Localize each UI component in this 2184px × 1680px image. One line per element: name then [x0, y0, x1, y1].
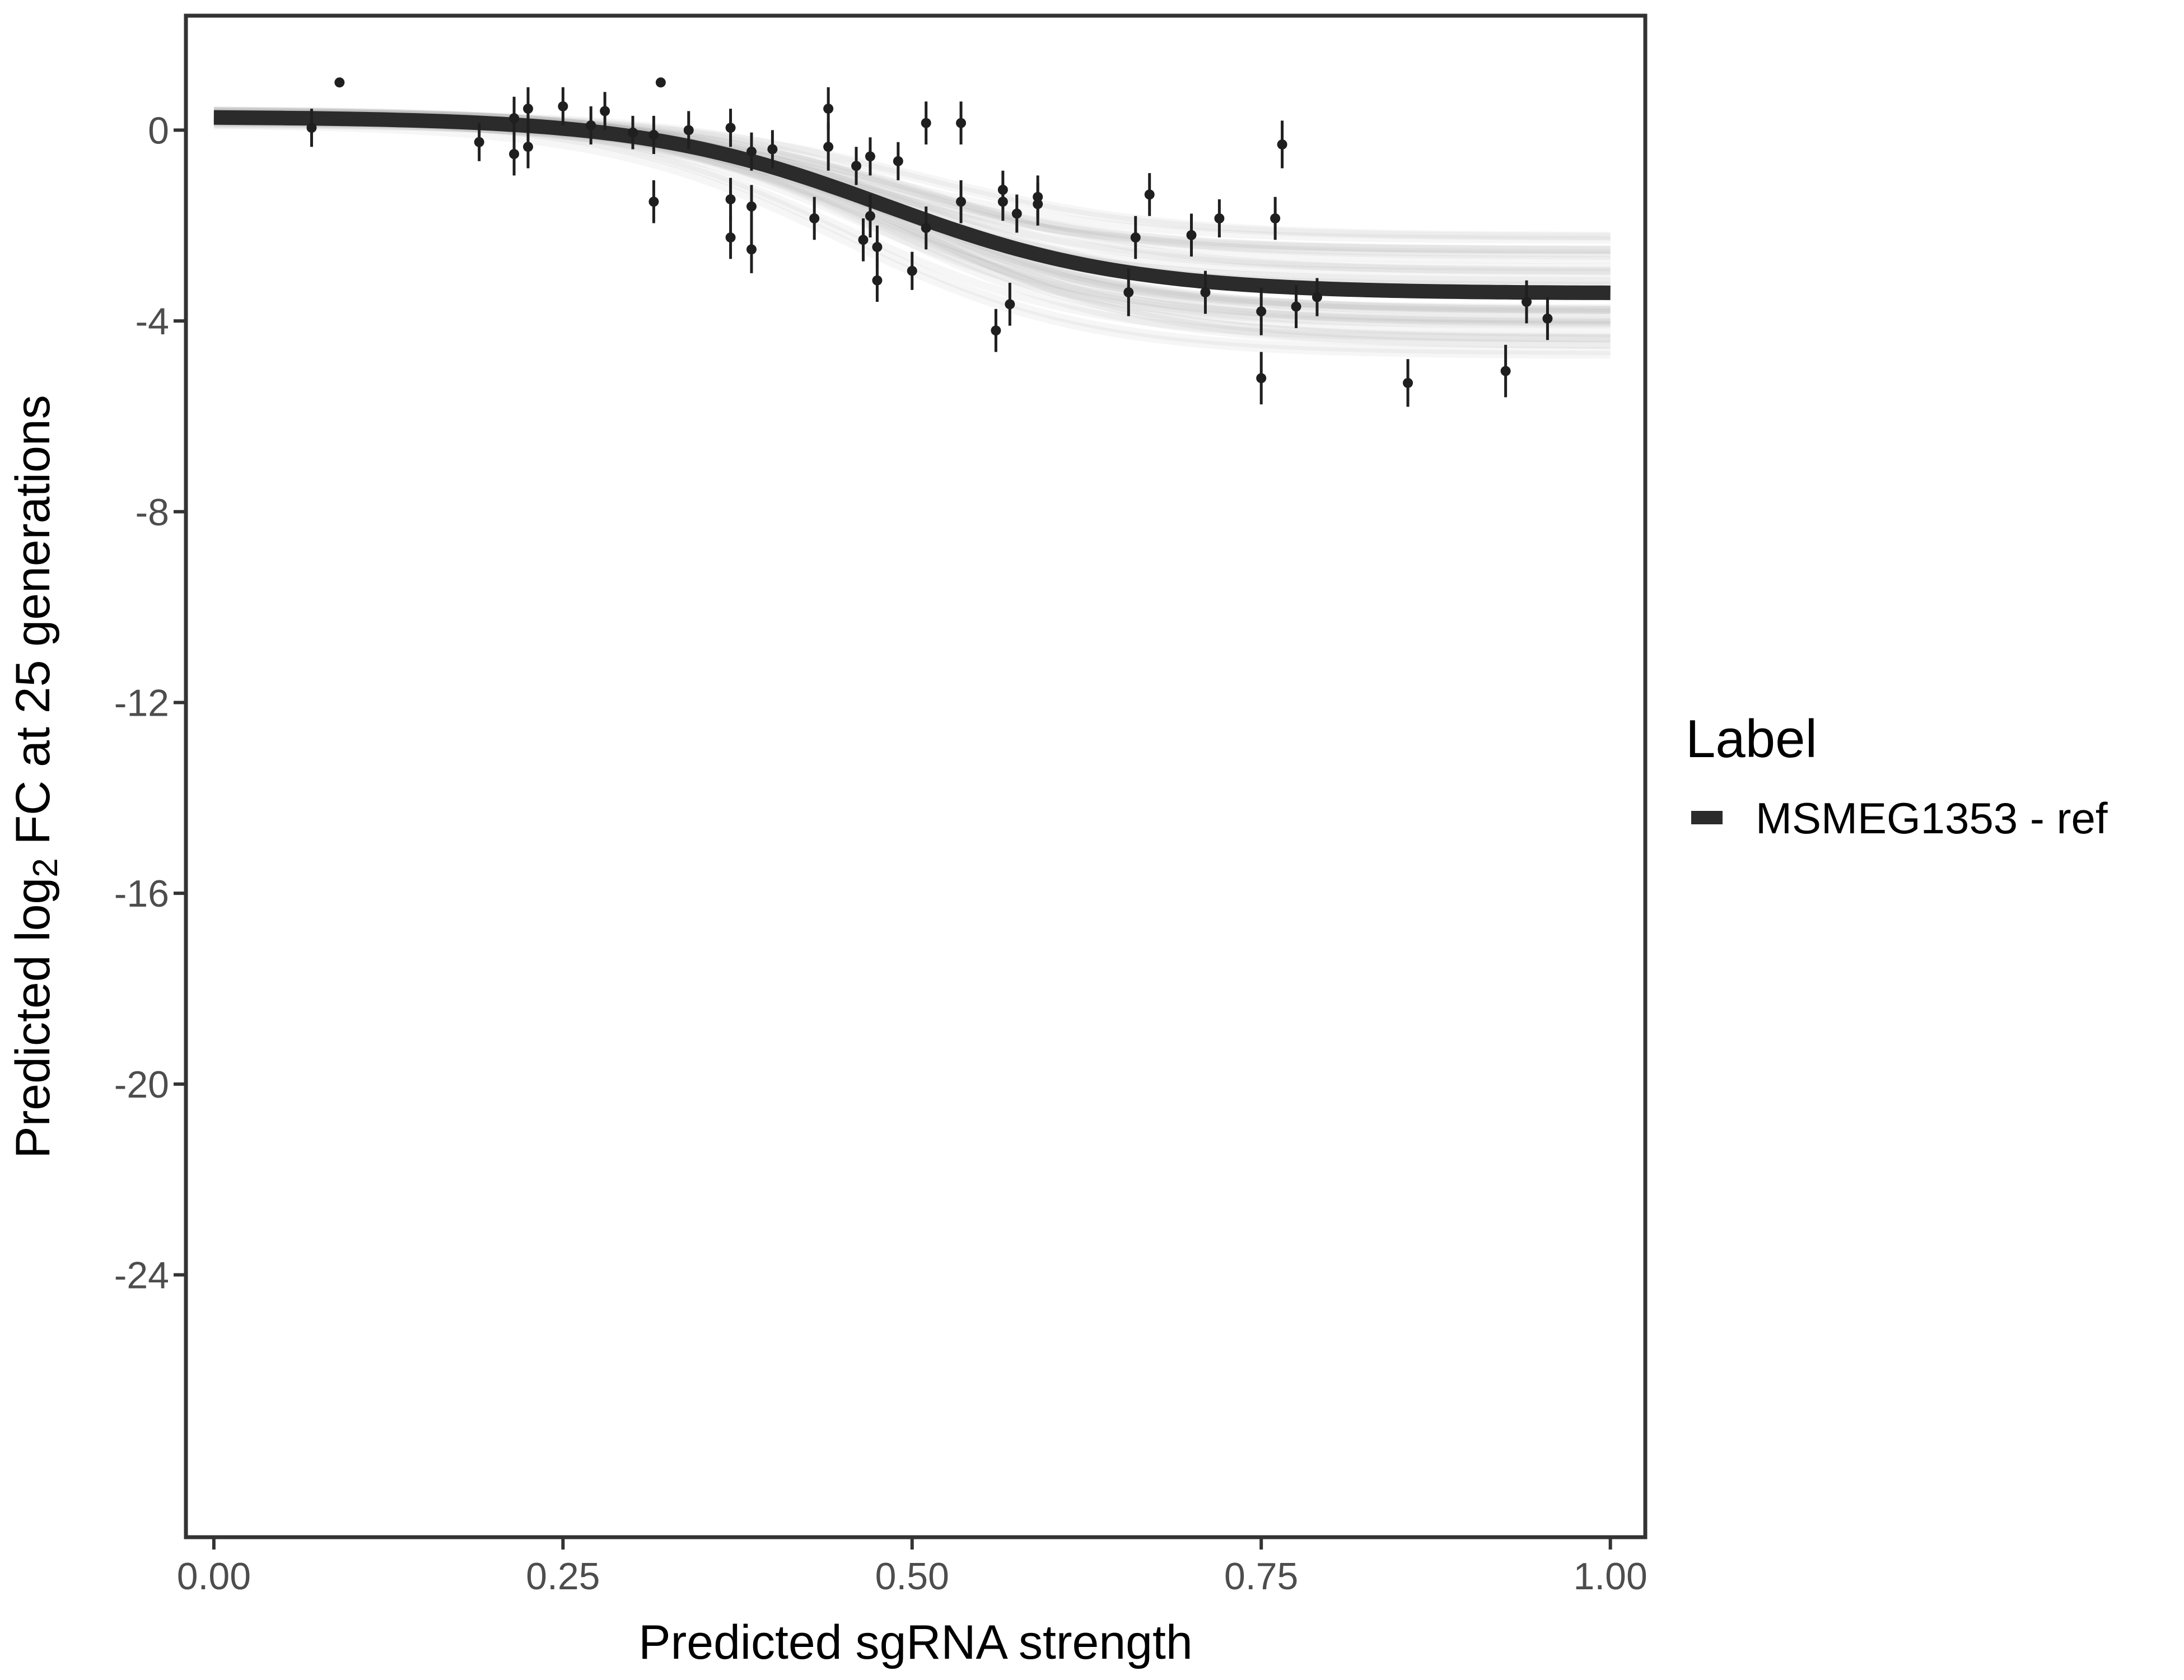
data-point [509, 149, 520, 159]
data-point [725, 194, 736, 204]
data-point [1130, 232, 1141, 243]
y-axis-title: Predicted log2 FC at 25 generations [6, 395, 65, 1159]
data-point [865, 211, 875, 221]
data-point [851, 161, 862, 171]
legend-title: Label [1686, 709, 1817, 769]
data-point [1312, 292, 1322, 302]
data-point [767, 144, 778, 155]
data-point [893, 156, 903, 166]
data-point [921, 118, 931, 128]
data-point [522, 142, 533, 152]
data-point [1200, 287, 1211, 297]
y-tick-label: -24 [114, 1254, 169, 1297]
data-point [907, 265, 917, 276]
y-tick-label: 0 [148, 109, 169, 152]
data-point [725, 232, 736, 243]
data-point [474, 137, 484, 147]
data-point [1522, 297, 1532, 307]
data-point [725, 123, 736, 133]
data-point [865, 151, 875, 162]
data-point [648, 197, 659, 207]
data-point [1270, 213, 1281, 223]
plot-panel-border [184, 13, 1648, 1539]
data-point [1500, 366, 1511, 376]
data-point [1033, 192, 1043, 202]
data-point [921, 223, 931, 234]
data-point [1005, 299, 1015, 310]
y-tick-label: -8 [136, 491, 169, 534]
data-point [1403, 377, 1413, 388]
data-point [1186, 230, 1197, 240]
y-tick-label: -12 [114, 682, 169, 724]
data-point [1291, 301, 1301, 312]
legend-label-msmeg1353-ref: MSMEG1353 - ref [1756, 794, 2108, 843]
x-axis: 0.00 0.25 0.50 0.75 1.00 [177, 1539, 1648, 1598]
data-points [306, 77, 1553, 407]
data-point [558, 101, 568, 111]
data-point [809, 213, 820, 223]
data-point [746, 201, 757, 212]
x-tick-label: 0.75 [1224, 1555, 1298, 1598]
data-point [746, 244, 757, 255]
data-point [334, 77, 345, 88]
data-point [683, 125, 694, 136]
x-axis-title: Predicted sgRNA strength [638, 1616, 1193, 1669]
data-point [628, 127, 638, 138]
data-point [997, 197, 1008, 207]
data-point [655, 77, 666, 88]
data-point [956, 118, 967, 128]
fit-curve-msmeg1353-ref [213, 110, 1611, 300]
x-tick-label: 1.00 [1573, 1555, 1647, 1598]
data-point [1123, 287, 1134, 297]
data-point [991, 325, 1001, 336]
data-point [1214, 213, 1225, 223]
data-point [1256, 306, 1267, 317]
data-point [872, 275, 883, 286]
data-point [1256, 373, 1267, 384]
y-tick-label: -20 [114, 1063, 169, 1106]
data-point [600, 106, 610, 116]
data-point [858, 235, 869, 245]
data-point [872, 242, 883, 253]
legend-key-msmeg1353-ref [1691, 811, 1723, 824]
y-tick-label: -16 [114, 872, 169, 915]
x-tick-label: 0.25 [526, 1555, 600, 1598]
data-point [823, 142, 834, 152]
data-point [1542, 313, 1553, 324]
data-point [823, 104, 834, 114]
y-axis-title-subscript: 2 [26, 858, 65, 877]
x-tick-label: 0.00 [177, 1555, 251, 1598]
y-tick-label: -4 [136, 300, 169, 343]
fit-curve-layer [213, 110, 1611, 300]
data-point [586, 120, 596, 130]
y-axis: 0 -4 -8 -12 -16 -20 -24 [114, 109, 184, 1297]
data-point [509, 113, 520, 124]
data-point [306, 123, 317, 133]
x-tick-label: 0.50 [875, 1555, 949, 1598]
data-point [1277, 139, 1287, 150]
legend: Label MSMEG1353 - ref [1686, 709, 2108, 843]
data-point [522, 104, 533, 114]
data-point [746, 146, 757, 157]
data-point [1144, 189, 1155, 200]
data-point [648, 129, 659, 140]
data-point [956, 197, 967, 207]
data-point [1011, 208, 1022, 219]
